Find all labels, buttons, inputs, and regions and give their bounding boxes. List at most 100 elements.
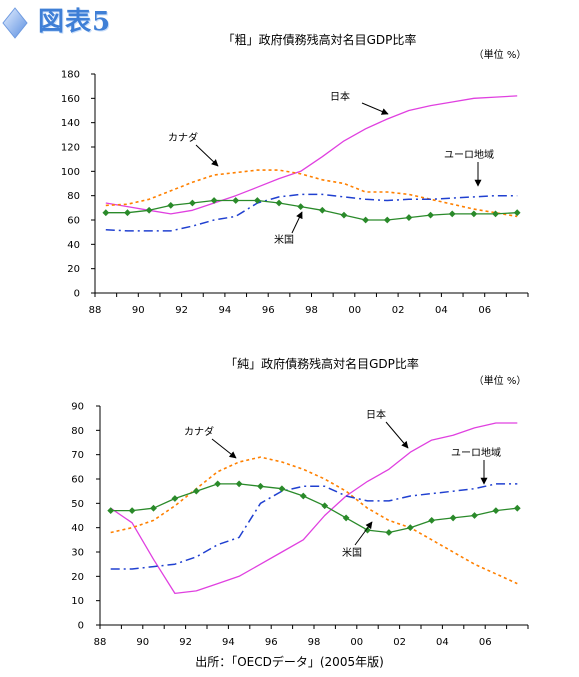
series-annotation: 米国	[274, 233, 294, 246]
series-point	[362, 216, 370, 224]
series-point	[150, 504, 157, 512]
net-debt-chart: 「純」政府債務残高対名目GDP比率 （単位 %） 0 10 20 30 40 50 60 70 80…	[71, 356, 529, 648]
x-tick-label: 04	[435, 305, 448, 316]
y-tick-label: 100	[61, 167, 80, 178]
unit-label: （単位 %）	[474, 48, 527, 61]
x-tick-label: 06	[478, 305, 491, 316]
y-tick-label: 20	[71, 572, 84, 583]
y-tick-label: 140	[61, 118, 80, 129]
annotation-arrow	[291, 211, 303, 234]
series-point	[492, 507, 500, 515]
series-point	[214, 480, 222, 488]
annotation-arrow	[385, 421, 409, 449]
x-tick-label: 92	[175, 305, 188, 316]
x-tick-label: 94	[219, 305, 232, 316]
figure-header: 図表5	[0, 0, 579, 50]
series-line	[110, 483, 518, 534]
unit-label: （単位 %）	[474, 374, 527, 387]
x-tick-label: 06	[479, 637, 492, 648]
diamond-bullet-icon	[2, 7, 28, 39]
x-tick-label: 04	[436, 637, 449, 648]
x-tick-label: 98	[305, 305, 318, 316]
series-point	[297, 203, 305, 211]
x-tick-label: 94	[222, 637, 235, 648]
x-tick-label: 98	[308, 637, 321, 648]
series-point	[232, 197, 240, 204]
series-annotation: 日本	[366, 408, 386, 421]
y-tick-label: 70	[71, 450, 84, 461]
x-tick-label: 90	[132, 305, 145, 316]
x-tick-label: 88	[94, 637, 107, 648]
annotation-arrow	[354, 521, 373, 546]
series-annotation: カナダ	[168, 131, 198, 144]
series-line	[105, 199, 518, 221]
series-annotation: ユーロ地域	[451, 446, 501, 459]
x-tick-label: 02	[392, 305, 405, 316]
source-note-text: 出所：「OECDデータ」(2005年版)	[195, 655, 384, 669]
x-tick-label: 00	[348, 305, 361, 316]
series-point	[299, 492, 307, 500]
source-note: 出所：「OECDデータ」(2005年版)	[0, 654, 579, 670]
series-point	[405, 214, 413, 221]
series-point	[145, 206, 153, 214]
y-tick-label: 60	[71, 475, 84, 486]
series-point	[128, 507, 136, 515]
gross-debt-chart: 「粗」政府債務残高対名目GDP比率（単位 %）02040608010012014…	[61, 32, 529, 316]
series-point	[449, 514, 457, 522]
y-tick-label: 10	[71, 596, 84, 607]
series-line	[110, 422, 518, 595]
series-annotation: 日本	[330, 90, 350, 103]
series-point	[107, 507, 115, 515]
y-tick-label: 30	[71, 548, 84, 559]
series-point	[235, 480, 243, 488]
y-tick-label: 60	[67, 216, 80, 227]
annotation-arrow	[361, 102, 389, 115]
series-point	[428, 516, 436, 524]
y-tick-label: 80	[71, 426, 84, 437]
series-line	[110, 483, 518, 570]
series-point	[167, 202, 175, 209]
series-point	[278, 485, 286, 493]
y-tick-label: 120	[61, 143, 80, 154]
series-point	[513, 504, 521, 512]
series-point	[492, 210, 499, 218]
figure-label: 図表5	[38, 7, 112, 37]
series-point	[318, 206, 326, 214]
series-point	[192, 487, 200, 495]
y-tick-label: 80	[67, 191, 80, 202]
y-tick-label: 40	[67, 240, 80, 251]
series-point	[342, 514, 350, 522]
series-point	[385, 529, 393, 536]
series-point	[321, 502, 329, 510]
x-tick-label: 96	[262, 305, 275, 316]
series-point	[253, 197, 261, 204]
series-annotation: ユーロ地域	[444, 148, 494, 161]
annotation-arrow	[195, 144, 219, 167]
series-point	[275, 199, 283, 207]
net-debt-chart-panel: 「純」政府債務残高対名目GDP比率 （単位 %） 0 10 20 30 40 50 60 70 80…	[0, 352, 579, 652]
y-tick-label: 20	[67, 264, 80, 275]
annotation-arrow	[211, 438, 237, 459]
x-tick-label: 02	[393, 637, 406, 648]
series-point	[383, 216, 391, 224]
series-point	[406, 524, 414, 532]
series-line	[105, 169, 518, 218]
x-tick-label: 90	[136, 637, 149, 648]
series-point	[210, 197, 218, 204]
y-tick-label: 160	[61, 94, 80, 105]
y-tick-label: 90	[71, 402, 84, 413]
series-point	[470, 210, 478, 218]
series-point	[124, 209, 131, 217]
series-point	[102, 209, 110, 217]
series-point	[513, 209, 521, 217]
y-tick-label: 0	[74, 289, 80, 300]
series-point	[171, 495, 179, 502]
series-annotation: カナダ	[184, 425, 214, 438]
x-tick-label: 00	[350, 637, 363, 648]
y-tick-label: 0	[78, 621, 84, 632]
series-point	[257, 482, 264, 490]
chart-title: 「純」政府債務残高対名目GDP比率	[225, 356, 419, 371]
series-point	[471, 512, 478, 519]
x-tick-label: 88	[89, 305, 102, 316]
y-tick-label: 50	[71, 499, 84, 510]
